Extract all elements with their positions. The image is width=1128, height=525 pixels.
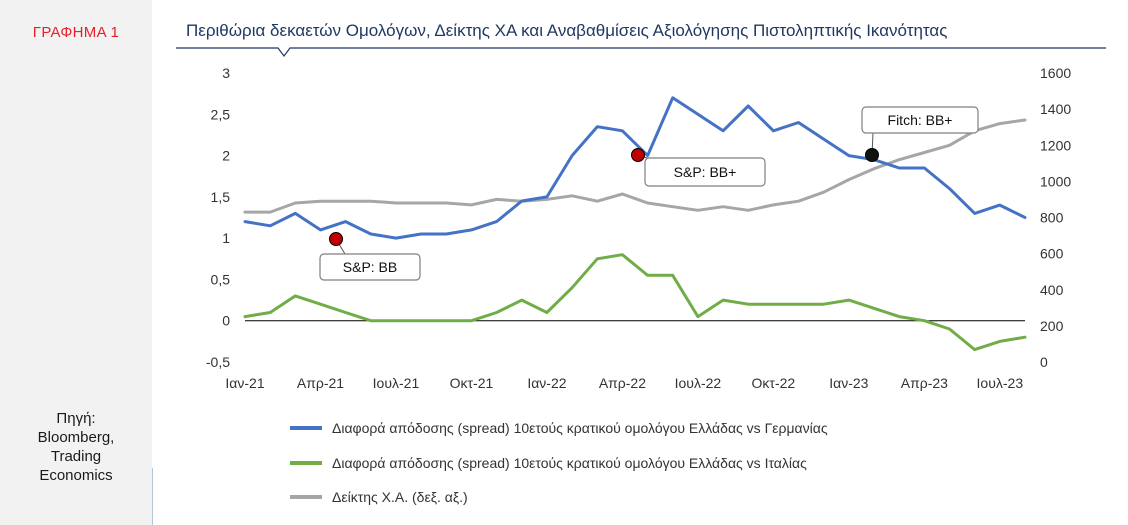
y-left-tick-label: 3 [222, 65, 230, 81]
x-tick-label: Οκτ-21 [450, 375, 494, 391]
x-tick-label: Ιαν-21 [225, 375, 264, 391]
annotation-box [644, 157, 766, 187]
y-right-tick-label: 600 [1040, 246, 1064, 262]
rating-marker [631, 148, 645, 162]
y-left-tick-label: 1 [222, 230, 230, 246]
series-line [243, 253, 1027, 352]
y-right-tick-label: 1600 [1040, 65, 1071, 81]
rating-marker [865, 148, 879, 162]
y-left-tick-label: 1,5 [211, 189, 231, 205]
x-tick-label: Απρ-21 [297, 375, 344, 391]
y-left-tick-label: -0,5 [206, 354, 230, 370]
x-tick-label: Ιαν-23 [829, 375, 868, 391]
source-line: Trading [50, 448, 102, 465]
series-line [243, 96, 1027, 240]
source-line: Bloomberg, [37, 429, 115, 446]
y-right-tick-label: 400 [1040, 282, 1064, 298]
y-left-tick-label: 2 [222, 148, 230, 164]
source-line: Economics [39, 467, 113, 484]
y-left-tick-label: 0,5 [211, 271, 231, 287]
side-divider [152, 468, 153, 525]
annotation-label: S&P: BB+ [674, 164, 737, 180]
y-right-tick-label: 0 [1040, 354, 1048, 370]
y-right-tick-label: 1000 [1040, 173, 1071, 189]
title-underline [176, 47, 1106, 57]
legend-label: Δείκτης Χ.Α. (δεξ. αξ.) [332, 489, 468, 505]
side-panel [0, 0, 152, 525]
y-right-tick-label: 800 [1040, 210, 1064, 226]
source-note: Πηγή: Bloomberg, Trading Economics [0, 409, 152, 485]
figure-label: ΓΡΑΦΗΜΑ 1 [32, 24, 120, 41]
chart-title: Περιθώρια δεκαετών Ομολόγων, Δείκτης ΧΑ … [186, 21, 948, 40]
y-right-tick-label: 1400 [1040, 101, 1071, 117]
y-right-tick-label: 200 [1040, 318, 1064, 334]
x-tick-label: Οκτ-22 [752, 375, 796, 391]
x-tick-label: Απρ-22 [599, 375, 646, 391]
y-right-tick-label: 1200 [1040, 137, 1071, 153]
x-tick-label: Ιουλ-22 [675, 375, 722, 391]
y-left-tick-label: 2,5 [211, 106, 231, 122]
annotation-box [861, 106, 979, 134]
source-line: Πηγή: [56, 410, 96, 427]
rating-marker [329, 232, 343, 246]
legend-label: Διαφορά απόδοσης (spread) 10ετούς κρατικ… [332, 420, 828, 436]
x-tick-label: Ιαν-22 [527, 375, 566, 391]
series-line [243, 118, 1027, 214]
legend-label: Διαφορά απόδοσης (spread) 10ετούς κρατικ… [332, 455, 807, 471]
annotation-box [319, 253, 421, 281]
x-tick-label: Ιουλ-21 [373, 375, 420, 391]
y-left-tick-label: 0 [222, 313, 230, 329]
x-tick-label: Ιουλ-23 [977, 375, 1024, 391]
x-tick-label: Απρ-23 [901, 375, 948, 391]
annotation-label: S&P: BB [343, 259, 397, 275]
annotation-label: Fitch: BB+ [888, 112, 953, 128]
